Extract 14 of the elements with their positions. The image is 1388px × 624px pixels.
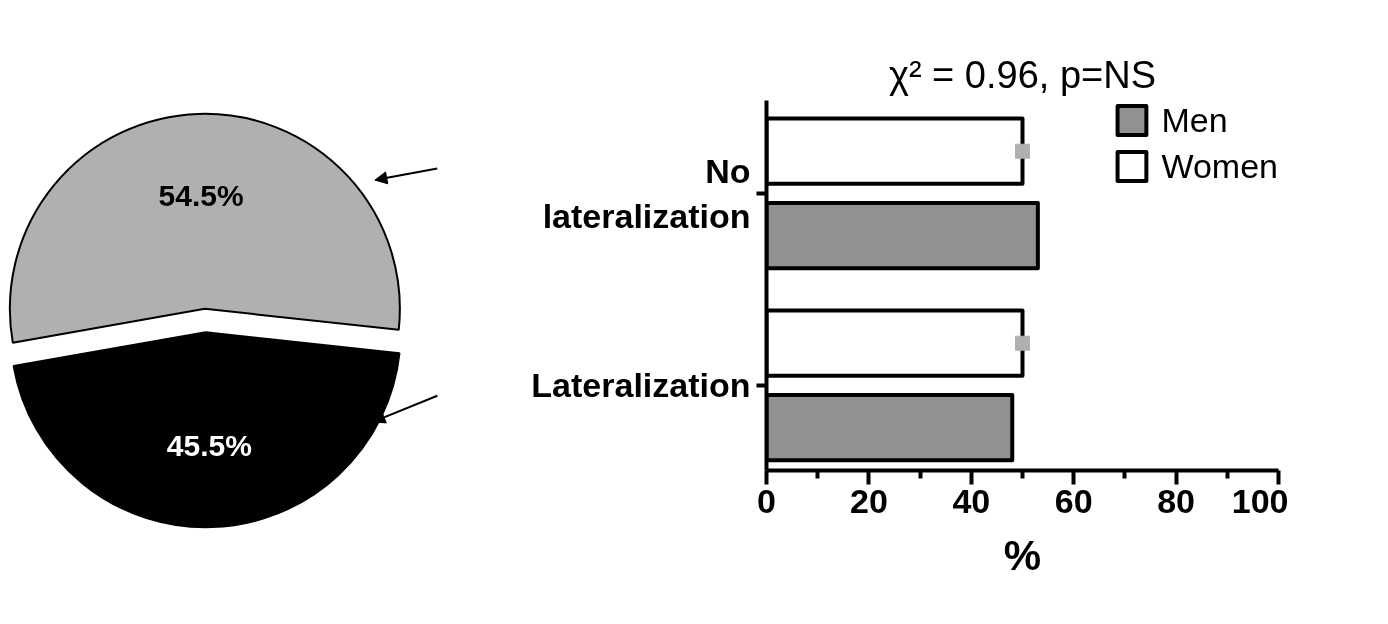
legend-label: Men xyxy=(1161,100,1228,140)
data-label: 54.5% xyxy=(158,179,244,213)
x-tick-label: 40 xyxy=(952,481,991,520)
x-tick-label: 60 xyxy=(1054,481,1093,520)
x-tick-label: 100 xyxy=(1231,481,1289,520)
chart-title: χ² = 0.96, p=NS xyxy=(888,53,1157,96)
y-tick-label: Lateralization xyxy=(531,366,751,405)
legend-label: Women xyxy=(1161,146,1278,186)
y-tick-label: No lateralization xyxy=(542,151,751,236)
x-tick-label: 0 xyxy=(757,481,776,520)
data-label: 45.5% xyxy=(166,428,252,462)
x-tick-label: 20 xyxy=(849,481,888,520)
x-axis-title: % xyxy=(1003,531,1042,579)
x-tick-label: 80 xyxy=(1157,481,1196,520)
